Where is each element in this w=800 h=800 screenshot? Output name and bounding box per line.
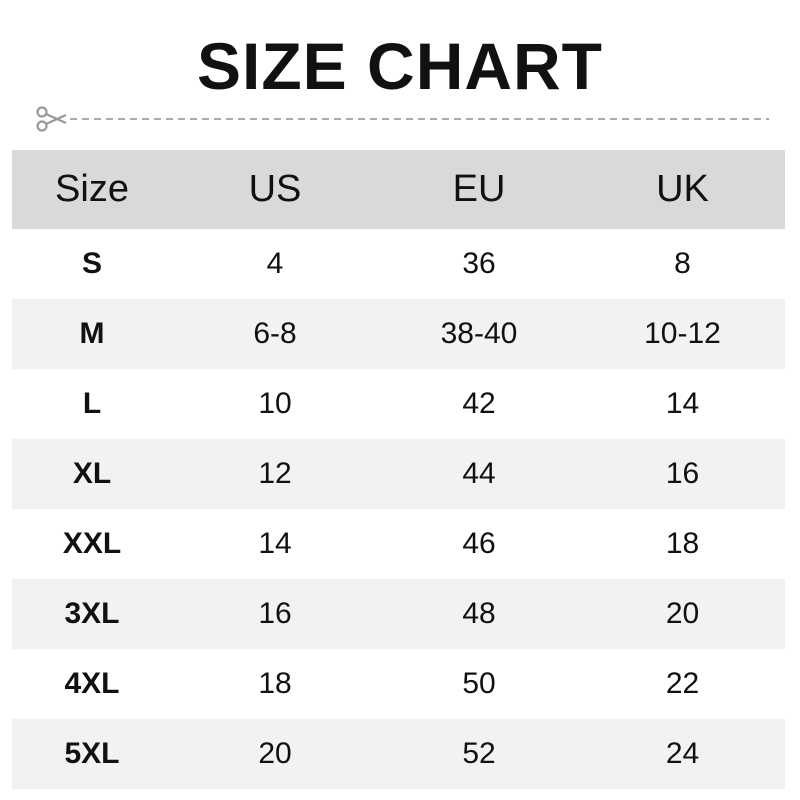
table-row: M 6-8 38-40 10-12 (12, 299, 785, 369)
cell-size: 5XL (64, 737, 120, 770)
cell-eu: 44 (462, 457, 496, 490)
table-header-row: Size US EU UK (12, 150, 785, 229)
table-row: 4XL 18 50 22 (12, 649, 785, 719)
cell-uk: 10-12 (644, 317, 721, 350)
cell-size: S (81, 247, 102, 280)
column-header-us: US (248, 168, 302, 210)
table-row: 5XL 20 52 24 (12, 719, 785, 789)
cell-us: 10 (258, 387, 292, 420)
cell-uk: 20 (665, 597, 700, 630)
cell-uk: 22 (665, 667, 700, 700)
cell-us: 18 (258, 667, 292, 700)
table-row: XXL 14 46 18 (12, 509, 785, 579)
cell-size: 4XL (64, 667, 120, 700)
cut-line (36, 106, 769, 132)
cell-us: 16 (258, 597, 292, 630)
cell-size: XXL (62, 527, 122, 560)
cell-eu: 46 (462, 527, 496, 560)
cell-uk: 16 (665, 457, 700, 490)
cell-us: 4 (266, 247, 284, 280)
cell-us: 20 (258, 737, 292, 770)
cell-eu: 42 (462, 387, 496, 420)
cell-size: 3XL (64, 597, 120, 630)
scissors-icon (36, 106, 67, 132)
cell-uk: 14 (665, 387, 700, 420)
cell-eu: 50 (462, 667, 496, 700)
table-row: XL 12 44 16 (12, 439, 785, 509)
cell-uk: 24 (665, 737, 700, 770)
cell-us: 14 (258, 527, 292, 560)
cell-us: 12 (258, 457, 292, 490)
table-row: L 10 42 14 (12, 369, 785, 439)
cell-size: XL (72, 457, 112, 490)
column-header-eu: EU (452, 168, 506, 210)
size-table: Size US EU UK S 4 36 8 M 6-8 38-40 10-12 L 10 42 14… (12, 150, 785, 789)
cell-eu: 38-40 (440, 317, 518, 350)
column-header-size: Size (55, 168, 129, 210)
cell-uk: 8 (674, 247, 691, 280)
cell-size: M (79, 317, 105, 350)
column-header-uk: UK (656, 168, 709, 210)
page-title: SIZE CHART (197, 29, 603, 103)
table-row: 3XL 16 48 20 (12, 579, 785, 649)
cell-size: L (82, 387, 102, 420)
cell-us: 6-8 (253, 317, 297, 350)
cell-eu: 48 (462, 597, 496, 630)
cell-uk: 18 (665, 527, 700, 560)
cell-eu: 36 (462, 247, 496, 280)
cell-eu: 52 (462, 737, 496, 770)
table-row: S 4 36 8 (12, 229, 785, 299)
